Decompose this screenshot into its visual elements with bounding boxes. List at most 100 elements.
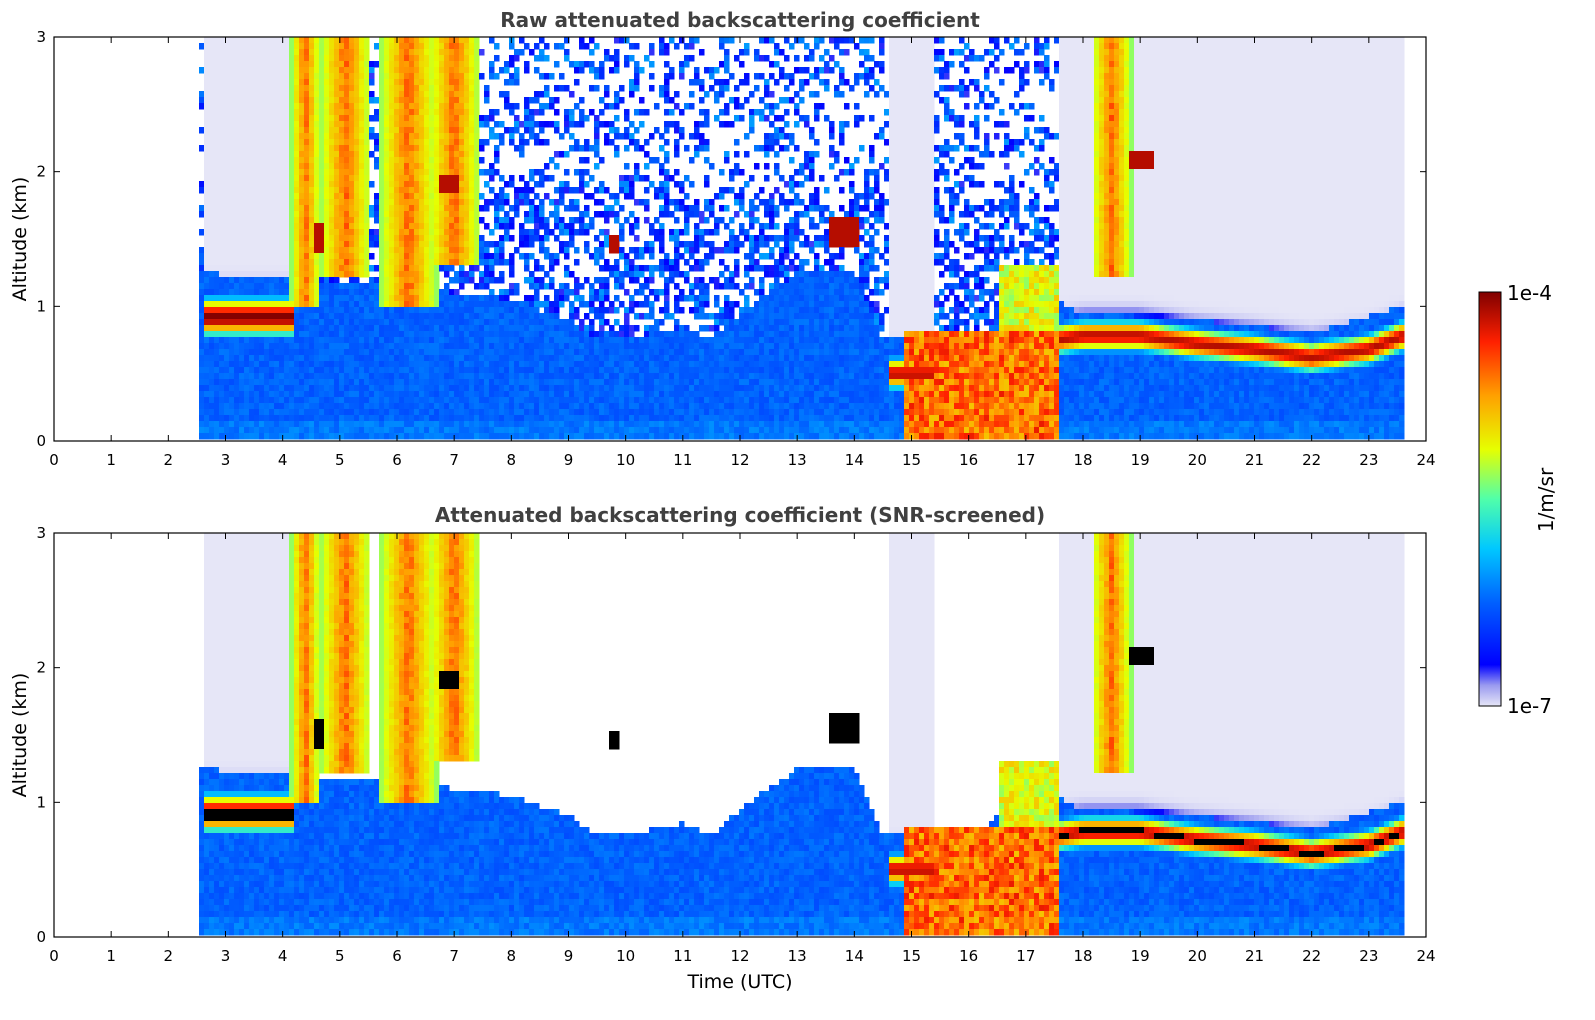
heatmap-cell	[269, 253, 275, 260]
heatmap-cell	[324, 43, 330, 50]
heatmap-cell	[299, 283, 305, 290]
heatmap-cell	[274, 133, 280, 140]
heatmap-cell	[344, 355, 350, 362]
heatmap-cell	[279, 175, 285, 182]
heatmap-cell	[299, 115, 305, 122]
heatmap-cell	[339, 175, 345, 182]
heatmap-cell	[279, 241, 285, 248]
heatmap-cell	[234, 355, 240, 362]
heatmap-cell	[279, 337, 285, 344]
heatmap-cell	[264, 205, 270, 212]
heatmap-cell	[334, 331, 340, 338]
heatmap-cell	[334, 247, 340, 254]
heatmap-cell	[249, 109, 255, 116]
heatmap-cell	[304, 391, 310, 398]
heatmap-cell	[289, 319, 295, 326]
heatmap-cell	[234, 349, 240, 356]
heatmap-cell	[339, 109, 345, 116]
heatmap-cell	[324, 289, 330, 296]
heatmap-cell	[339, 355, 345, 362]
heatmap-cell	[244, 283, 250, 290]
heatmap-cell	[249, 337, 255, 344]
heatmap-cell	[349, 397, 355, 404]
heatmap-cell	[309, 409, 315, 416]
heatmap-cell	[309, 247, 315, 254]
heatmap-cell	[219, 211, 225, 218]
heatmap-cell	[229, 55, 235, 62]
heatmap-cell	[299, 403, 305, 410]
heatmap-cell	[244, 91, 250, 98]
heatmap-cell	[229, 151, 235, 158]
heatmap-cell	[269, 175, 275, 182]
heatmap-cell	[254, 133, 260, 140]
heatmap-cell	[319, 355, 325, 362]
heatmap-cell	[204, 157, 210, 164]
heatmap-cell	[339, 61, 345, 68]
heatmap-cell	[304, 247, 310, 254]
heatmap-cell	[274, 325, 280, 332]
heatmap-cell	[309, 235, 315, 242]
heatmap-cell	[334, 217, 340, 224]
heatmap-cell	[274, 355, 280, 362]
heatmap-cell	[264, 187, 270, 194]
heatmap-cell	[274, 409, 280, 416]
heatmap-cell	[234, 235, 240, 242]
heatmap-cell	[254, 277, 260, 284]
heatmap-cell	[234, 295, 240, 302]
heatmap-cell	[304, 67, 310, 74]
heatmap-cell	[289, 115, 295, 122]
heatmap-cell	[284, 91, 290, 98]
heatmap-cell	[269, 421, 275, 428]
raw-backscatter-panel: Raw attenuated backscattering coefficien…	[9, 8, 1436, 469]
heatmap-cell	[334, 91, 340, 98]
heatmap-cell	[254, 55, 260, 62]
heatmap-cell	[254, 229, 260, 236]
heatmap-cell	[204, 361, 210, 368]
heatmap-cell	[334, 361, 340, 368]
heatmap-cell	[339, 241, 345, 248]
heatmap-cell	[224, 73, 230, 80]
heatmap-cell	[294, 175, 300, 182]
heatmap-cell	[339, 265, 345, 272]
heatmap-cell	[334, 253, 340, 260]
heatmap-cell	[339, 127, 345, 134]
heatmap-cell	[259, 277, 265, 284]
heatmap-cell	[294, 193, 300, 200]
heatmap-cell	[259, 145, 265, 152]
heatmap-cell	[264, 151, 270, 158]
heatmap-cell	[314, 115, 320, 122]
heatmap-cell	[259, 175, 265, 182]
heatmap-cell	[214, 247, 220, 254]
heatmap-cell	[249, 361, 255, 368]
heatmap-cell	[334, 307, 340, 314]
heatmap-cell	[199, 67, 205, 74]
heatmap-cell	[239, 43, 245, 50]
heatmap-cell	[214, 199, 220, 206]
heatmap-cell	[199, 283, 205, 290]
heatmap-cell	[234, 187, 240, 194]
heatmap-cell	[254, 415, 260, 422]
heatmap-cell	[329, 379, 335, 386]
heatmap-cell	[319, 115, 325, 122]
heatmap-cell	[334, 397, 340, 404]
heatmap-cell	[314, 217, 320, 224]
heatmap-cell	[229, 91, 235, 98]
heatmap-cell	[214, 253, 220, 260]
heatmap-cell	[289, 283, 295, 290]
heatmap-cell	[244, 325, 250, 332]
heatmap-cell	[199, 367, 205, 374]
heatmap-cell	[269, 331, 275, 338]
heatmap-cell	[314, 91, 320, 98]
heatmap-cell	[334, 391, 340, 398]
heatmap-cell	[334, 325, 340, 332]
heatmap-cell	[284, 247, 290, 254]
heatmap-cell	[344, 133, 350, 140]
heatmap-cell	[339, 163, 345, 170]
heatmap-cell	[219, 61, 225, 68]
heatmap-cell	[239, 163, 245, 170]
heatmap-cell	[344, 85, 350, 92]
heatmap-cell	[284, 229, 290, 236]
heatmap-cell	[309, 133, 315, 140]
heatmap-cell	[309, 331, 315, 338]
heatmap-cell	[304, 139, 310, 146]
